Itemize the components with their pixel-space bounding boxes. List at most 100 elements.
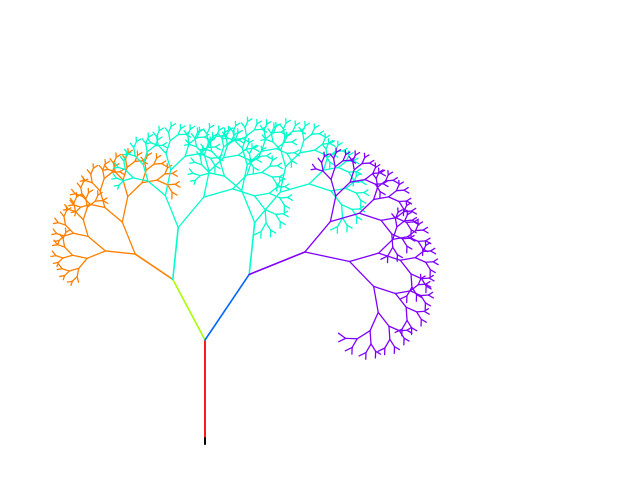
tree-branch bbox=[214, 146, 222, 151]
tree-branch bbox=[358, 212, 382, 222]
tree-branch bbox=[56, 244, 66, 248]
tree-branch bbox=[279, 196, 289, 199]
tree-branch bbox=[204, 273, 250, 341]
tree-branch bbox=[382, 180, 388, 185]
tree-branch bbox=[372, 173, 377, 180]
tree-branch bbox=[428, 274, 434, 279]
tree-branch bbox=[291, 141, 298, 146]
tree-branch bbox=[272, 131, 282, 134]
tree-branch bbox=[270, 132, 274, 143]
tree-branch bbox=[396, 220, 406, 228]
tree-branch bbox=[398, 330, 405, 339]
tree-branch bbox=[62, 254, 74, 259]
tree-branch bbox=[384, 338, 391, 349]
tree-branch bbox=[246, 161, 252, 176]
tree-branch bbox=[377, 252, 401, 261]
tree-branch bbox=[338, 337, 347, 343]
tree-branch bbox=[271, 176, 278, 186]
tree-branch bbox=[187, 172, 194, 175]
tree-branch bbox=[332, 151, 337, 160]
tree-branch bbox=[399, 295, 408, 300]
tree-branch bbox=[409, 290, 422, 297]
tree-branch bbox=[348, 156, 354, 162]
tree-branch bbox=[122, 179, 129, 198]
tree-branch bbox=[63, 232, 75, 237]
tree-branch bbox=[410, 273, 423, 280]
tree-branch bbox=[147, 180, 166, 197]
tree-branch bbox=[78, 257, 88, 269]
tree-branch bbox=[361, 156, 366, 165]
tree-branch bbox=[420, 294, 427, 304]
tree-branch bbox=[65, 229, 71, 234]
tree-branch bbox=[80, 203, 91, 208]
tree-branch bbox=[377, 180, 387, 188]
tree-branch bbox=[103, 164, 109, 171]
tree-branch bbox=[122, 153, 129, 156]
tree-branch bbox=[356, 216, 363, 221]
tree-branch bbox=[380, 255, 389, 260]
tree-branch bbox=[156, 179, 169, 186]
tree-branch bbox=[329, 212, 360, 223]
tree-branch bbox=[280, 149, 287, 168]
tree-branch bbox=[291, 138, 297, 143]
tree-branch bbox=[167, 131, 171, 142]
tree-branch bbox=[244, 120, 249, 129]
tree-branch bbox=[123, 177, 134, 182]
tree-branch bbox=[405, 221, 412, 231]
tree-branch bbox=[364, 154, 370, 159]
tree-branch bbox=[403, 204, 408, 213]
tree-branch bbox=[224, 129, 230, 134]
tree-branch bbox=[329, 225, 339, 231]
tree-branch bbox=[102, 197, 108, 202]
tree-branch bbox=[329, 153, 335, 160]
tree-branch bbox=[223, 132, 229, 139]
tree-branch bbox=[147, 134, 154, 139]
tree-branch bbox=[146, 137, 152, 144]
tree-branch bbox=[340, 204, 344, 219]
tree-branch bbox=[405, 306, 418, 313]
tree-branch bbox=[348, 171, 355, 181]
tree-branch bbox=[329, 142, 336, 148]
tree-branch bbox=[368, 162, 376, 167]
tree-branch bbox=[348, 260, 375, 288]
tree-branch bbox=[335, 181, 351, 197]
tree-branch bbox=[81, 193, 87, 200]
tree-branch bbox=[286, 194, 293, 199]
tree-branch bbox=[264, 208, 267, 224]
tree-branch bbox=[86, 250, 107, 259]
tree-branch bbox=[222, 140, 233, 148]
tree-branch bbox=[196, 151, 201, 157]
tree-branch bbox=[392, 179, 399, 184]
tree-branch bbox=[69, 193, 76, 196]
tree-branch bbox=[104, 206, 123, 223]
tree-branch bbox=[171, 278, 206, 341]
tree-branch bbox=[341, 217, 348, 226]
tree-branch bbox=[342, 147, 348, 152]
tree-branch bbox=[123, 154, 128, 162]
tree-branch bbox=[384, 174, 389, 182]
tree-branch bbox=[294, 122, 301, 127]
tree-branch bbox=[410, 273, 413, 288]
tree-branch bbox=[164, 172, 174, 175]
tree-branch bbox=[429, 269, 436, 274]
tree-branch bbox=[398, 181, 404, 186]
tree-branch bbox=[188, 143, 198, 148]
tree-branch bbox=[337, 166, 350, 173]
tree-branch bbox=[384, 179, 394, 182]
tree-branch bbox=[94, 199, 104, 202]
tree-branch bbox=[368, 159, 375, 164]
tree-branch bbox=[330, 178, 337, 197]
tree-branch bbox=[206, 127, 211, 135]
tree-branch bbox=[188, 168, 194, 175]
tree-branch bbox=[393, 346, 401, 351]
tree-branch bbox=[200, 143, 206, 150]
tree-branch bbox=[171, 170, 178, 175]
tree-branch bbox=[353, 160, 360, 165]
tree-branch bbox=[425, 261, 434, 263]
tree-branch bbox=[417, 283, 427, 286]
tree-branch bbox=[304, 122, 311, 127]
tree-branch bbox=[260, 138, 267, 142]
tree-branch bbox=[311, 163, 317, 170]
tree-branch bbox=[279, 197, 286, 207]
tree-branch bbox=[422, 226, 429, 231]
